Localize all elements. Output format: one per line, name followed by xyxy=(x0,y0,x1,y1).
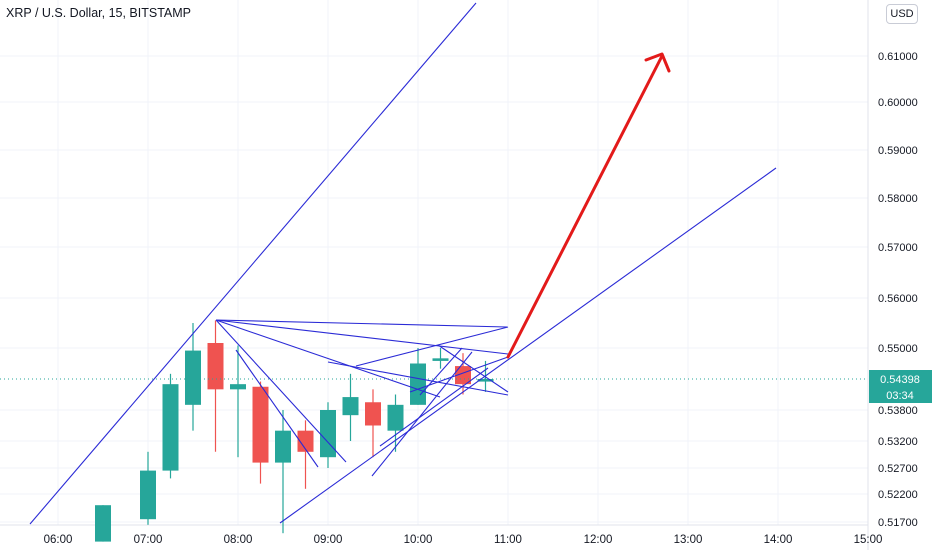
price-tick-label: 0.53800 xyxy=(878,405,918,417)
symbol-title: XRP / U.S. Dollar, 15, BITSTAMP xyxy=(6,6,192,20)
countdown-tag-bg xyxy=(869,387,932,403)
candle[interactable] xyxy=(387,394,404,452)
candle-body xyxy=(252,386,269,463)
price-tick-label: 0.59000 xyxy=(878,145,918,157)
candles xyxy=(95,320,494,542)
time-tick-label: 10:00 xyxy=(404,534,433,546)
candle-body xyxy=(140,470,156,520)
candle-body xyxy=(207,343,224,390)
time-tick-label: 06:00 xyxy=(44,534,73,546)
price-tick-label: 0.51700 xyxy=(878,517,918,529)
candle[interactable] xyxy=(162,373,179,479)
time-tick-label: 09:00 xyxy=(314,534,343,546)
price-tick-label: 0.57000 xyxy=(878,242,918,254)
arrow-shaft[interactable] xyxy=(506,54,664,359)
candle-body xyxy=(297,430,314,452)
price-tick-label: 0.52200 xyxy=(878,489,918,501)
candle[interactable] xyxy=(275,410,291,534)
candle-body xyxy=(410,363,426,405)
time-tick-label: 13:00 xyxy=(674,534,703,546)
time-axis[interactable]: 06:00 07:00 08:00 09:00 10:00 11:00 12:00 13:00… xyxy=(44,534,883,546)
candle[interactable] xyxy=(410,348,426,405)
time-tick-label: 15:00 xyxy=(854,534,883,546)
fan-line-1[interactable] xyxy=(215,319,509,355)
triangle-line-1[interactable] xyxy=(371,351,473,477)
candle[interactable] xyxy=(230,345,246,458)
fan-line-4[interactable] xyxy=(215,319,508,328)
triangle-line-3[interactable] xyxy=(437,344,509,393)
currency-button[interactable]: USD xyxy=(886,4,918,24)
candle[interactable] xyxy=(140,451,156,525)
candle[interactable] xyxy=(185,323,201,431)
candle-body xyxy=(95,505,111,542)
last-price-tag: 0.54398 03:34 xyxy=(869,370,932,403)
vertical-gridlines xyxy=(57,0,779,525)
wedge-lower-line[interactable] xyxy=(327,361,509,396)
breakout-arrow[interactable] xyxy=(506,52,671,359)
fan-line-3[interactable] xyxy=(215,319,347,463)
price-tick-label: 0.60000 xyxy=(878,97,918,109)
price-tick-label: 0.58000 xyxy=(878,193,918,205)
candle[interactable] xyxy=(95,505,111,542)
ascending-support-line[interactable] xyxy=(279,167,777,524)
candle-body xyxy=(365,402,381,426)
candle[interactable] xyxy=(342,373,359,441)
candle-body xyxy=(162,384,179,471)
time-tick-label: 08:00 xyxy=(224,534,253,546)
triangle-line-5[interactable] xyxy=(409,356,509,393)
fan-line-2[interactable] xyxy=(215,319,441,398)
price-tick-label: 0.53200 xyxy=(878,436,918,448)
candle[interactable] xyxy=(207,320,224,452)
candle-body xyxy=(477,379,494,382)
time-tick-label: 07:00 xyxy=(134,534,163,546)
triangle-line-4[interactable] xyxy=(419,347,463,396)
candle[interactable] xyxy=(320,402,336,468)
time-tick-label: 11:00 xyxy=(494,534,522,546)
candle-body xyxy=(432,358,449,361)
candle-body xyxy=(387,404,404,431)
bar-countdown: 03:34 xyxy=(886,390,914,402)
candle[interactable] xyxy=(432,348,449,369)
candle-body xyxy=(342,397,359,416)
wedge-upper-line[interactable] xyxy=(355,326,509,367)
candle-body xyxy=(320,410,336,458)
price-tick-label: 0.52700 xyxy=(878,463,918,475)
candle-body xyxy=(275,430,291,463)
last-price-tag-bg xyxy=(869,370,932,387)
fan-line-5[interactable] xyxy=(235,349,319,468)
last-price-value: 0.54398 xyxy=(880,374,920,386)
price-tick-label: 0.61000 xyxy=(878,51,918,63)
horizontal-gridlines xyxy=(0,55,868,523)
arrow-head xyxy=(644,52,671,73)
candle[interactable] xyxy=(297,420,314,489)
candle-body xyxy=(455,366,471,385)
price-tick-label: 0.56000 xyxy=(878,293,918,305)
candle-body xyxy=(185,350,201,405)
rising-channel-line[interactable] xyxy=(29,2,477,525)
time-tick-label: 12:00 xyxy=(584,534,613,546)
triangle-line-2[interactable] xyxy=(379,367,489,447)
candle-body xyxy=(230,384,246,390)
candle[interactable] xyxy=(455,353,471,395)
candle[interactable] xyxy=(365,389,381,458)
price-axis[interactable]: 0.61000 0.60000 0.59000 0.58000 0.57000 0.560… xyxy=(878,51,918,529)
time-tick-label: 14:00 xyxy=(764,534,793,546)
price-tick-label: 0.55000 xyxy=(878,343,918,355)
candle[interactable] xyxy=(252,381,269,484)
trendline-drawings[interactable] xyxy=(29,2,777,525)
